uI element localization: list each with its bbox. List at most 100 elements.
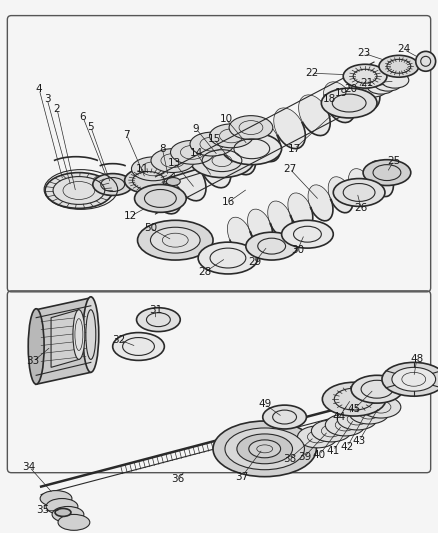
Text: 8: 8 [159,144,165,154]
Ellipse shape [73,310,85,359]
Ellipse shape [134,184,186,212]
Ellipse shape [227,217,252,253]
Ellipse shape [52,506,84,522]
Text: 2: 2 [53,104,60,114]
Ellipse shape [321,88,376,118]
Ellipse shape [362,160,410,185]
Text: 17: 17 [287,144,300,154]
Text: 11: 11 [135,164,149,174]
Ellipse shape [328,177,352,213]
Ellipse shape [190,144,253,177]
Ellipse shape [223,134,255,175]
Ellipse shape [170,140,214,164]
Ellipse shape [113,333,164,360]
Text: 14: 14 [189,148,202,158]
Ellipse shape [267,201,292,237]
Ellipse shape [262,405,306,429]
Ellipse shape [373,75,401,91]
Ellipse shape [229,116,272,140]
Ellipse shape [45,173,113,208]
Circle shape [415,51,434,71]
Text: 7: 7 [123,130,130,140]
Ellipse shape [83,297,99,373]
Ellipse shape [287,193,312,229]
Text: 23: 23 [357,49,370,58]
Text: 48: 48 [409,354,422,365]
Ellipse shape [348,168,372,205]
Text: 32: 32 [112,335,125,344]
Ellipse shape [151,149,194,173]
Ellipse shape [298,95,329,135]
Text: 3: 3 [44,94,50,104]
Ellipse shape [174,160,205,201]
Ellipse shape [381,362,438,396]
Text: 30: 30 [290,245,304,255]
Ellipse shape [46,498,78,514]
Text: 35: 35 [36,505,49,515]
Text: 12: 12 [124,211,137,221]
Ellipse shape [150,227,200,253]
Ellipse shape [248,121,280,161]
Text: 20: 20 [344,84,357,94]
Ellipse shape [367,160,392,197]
Ellipse shape [166,177,180,185]
Ellipse shape [55,508,71,516]
Text: 24: 24 [396,44,410,54]
Ellipse shape [199,147,230,188]
Ellipse shape [190,132,233,156]
Text: 18: 18 [322,94,335,104]
Text: 29: 29 [247,257,261,267]
Ellipse shape [311,420,350,442]
Text: 27: 27 [282,164,296,174]
Text: 50: 50 [144,223,157,233]
Text: 44: 44 [332,412,345,422]
Ellipse shape [137,220,212,260]
Ellipse shape [321,382,385,416]
Ellipse shape [40,490,72,506]
Text: 37: 37 [235,472,248,482]
Ellipse shape [92,174,132,196]
Text: 5: 5 [87,122,94,132]
Ellipse shape [358,81,386,97]
Ellipse shape [360,396,400,418]
Ellipse shape [325,414,364,436]
Text: 4: 4 [36,84,42,94]
Ellipse shape [380,72,408,88]
Ellipse shape [124,168,172,193]
Ellipse shape [350,375,402,403]
Text: 36: 36 [171,474,184,483]
Text: 43: 43 [352,436,365,446]
Text: 41: 41 [326,446,339,456]
Text: 16: 16 [221,197,234,207]
Ellipse shape [297,426,336,448]
Polygon shape [51,310,79,367]
Text: 9: 9 [192,124,199,134]
Polygon shape [36,298,91,384]
Ellipse shape [222,133,281,165]
Ellipse shape [245,232,297,260]
Text: 39: 39 [297,452,311,462]
Text: 13: 13 [167,158,180,168]
Ellipse shape [347,69,379,109]
Text: 10: 10 [219,114,232,124]
Ellipse shape [343,64,386,88]
Text: 38: 38 [282,454,296,464]
Text: 25: 25 [386,156,399,166]
Ellipse shape [131,157,175,181]
Text: 40: 40 [312,450,325,460]
Ellipse shape [237,434,292,464]
Text: 19: 19 [334,88,347,98]
Text: 26: 26 [353,204,367,213]
Ellipse shape [212,421,316,477]
Ellipse shape [323,82,354,123]
Ellipse shape [248,440,280,458]
Ellipse shape [209,124,253,148]
Text: 22: 22 [304,68,317,78]
Ellipse shape [273,108,305,149]
Ellipse shape [247,209,272,245]
Ellipse shape [198,242,257,274]
Ellipse shape [281,220,332,248]
Ellipse shape [336,408,376,430]
Ellipse shape [307,185,332,221]
Ellipse shape [391,367,434,391]
